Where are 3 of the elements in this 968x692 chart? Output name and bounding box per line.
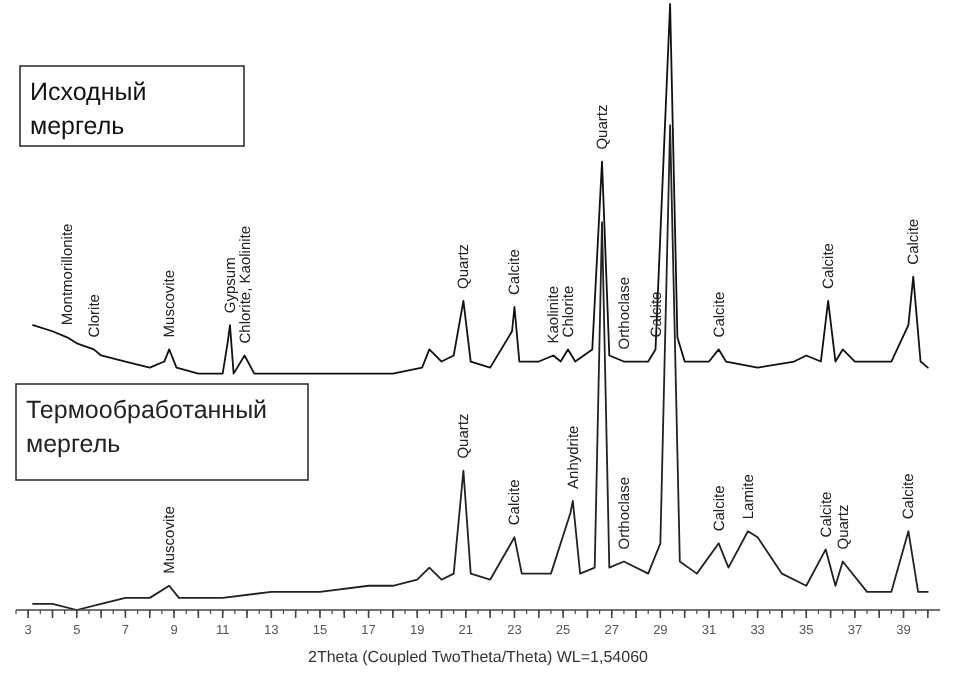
text: Термообработанный мергель	[26, 396, 268, 458]
x-axis-title: 2Theta (Coupled TwoTheta/Theta) WL=1,54060	[308, 648, 650, 666]
text: Исходный мергель	[30, 78, 147, 140]
